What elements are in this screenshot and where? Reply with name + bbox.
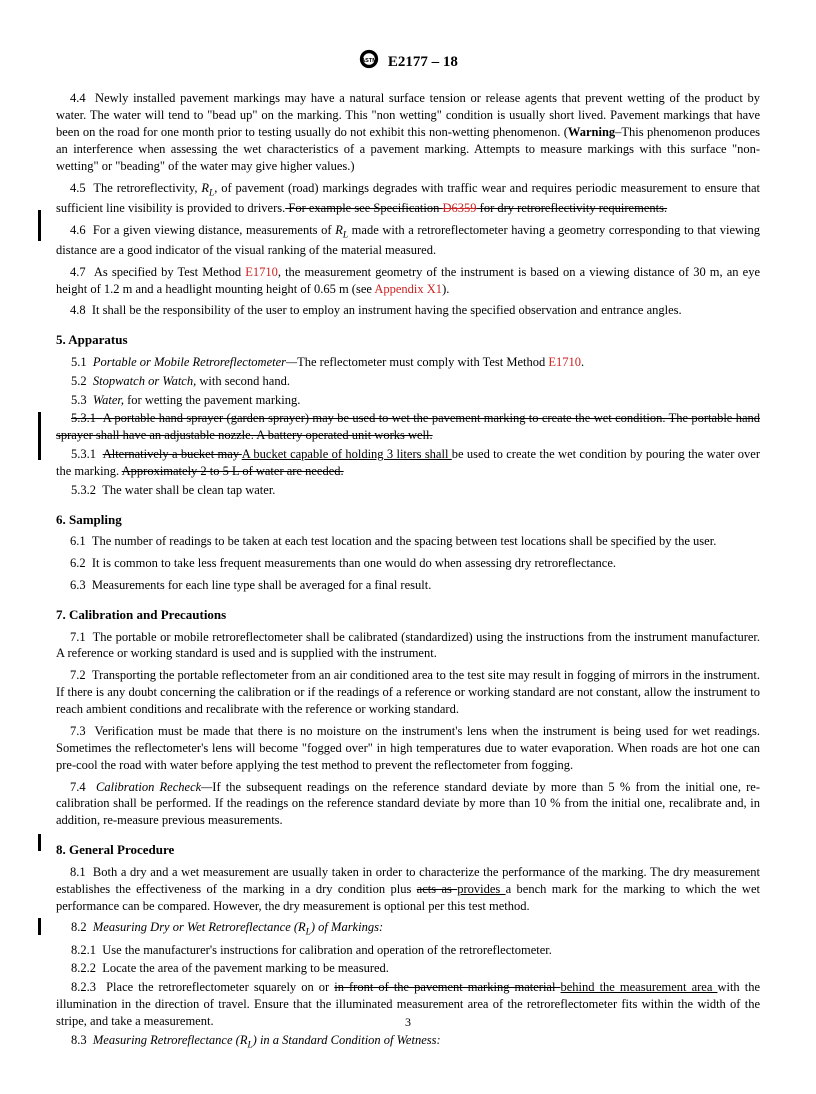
astm-logo-icon: ASTM xyxy=(358,48,380,76)
svg-text:ASTM: ASTM xyxy=(361,58,377,64)
para-4-5: 4.5 The retroreflectivity, RL, of paveme… xyxy=(56,180,760,217)
para-6-1: 6.1 The number of readings to be taken a… xyxy=(56,533,760,550)
section-7-head: 7. Calibration and Precautions xyxy=(56,606,760,624)
para-4-8: 4.8 It shall be the responsibility of th… xyxy=(56,302,760,319)
para-7-3: 7.3 Verification must be made that there… xyxy=(56,723,760,774)
para-8-2-1: 8.2.1 Use the manufacturer's instruction… xyxy=(56,942,760,959)
para-4-7: 4.7 As specified by Test Method E1710, t… xyxy=(56,264,760,298)
para-6-2: 6.2 It is common to take less frequent m… xyxy=(56,555,760,572)
para-5-3-1: 5.3.1 Alternatively a bucket may A bucke… xyxy=(56,446,760,480)
para-7-2: 7.2 Transporting the portable reflectome… xyxy=(56,667,760,718)
para-8-3: 8.3 Measuring Retroreflectance (RL) in a… xyxy=(56,1032,760,1052)
page-header: ASTM E2177 – 18 xyxy=(56,48,760,76)
para-5-3: 5.3 Water, for wetting the pavement mark… xyxy=(56,392,760,409)
link-e1710-2[interactable]: E1710 xyxy=(548,355,581,369)
para-7-1: 7.1 The portable or mobile retroreflecto… xyxy=(56,629,760,663)
para-8-2: 8.2 Measuring Dry or Wet Retroreflectanc… xyxy=(56,919,760,939)
para-7-4: 7.4 Calibration Recheck—If the subsequen… xyxy=(56,779,760,830)
section-8-head: 8. General Procedure xyxy=(56,841,760,859)
para-4-6: 4.6 For a given viewing distance, measur… xyxy=(56,222,760,259)
para-5-2: 5.2 Stopwatch or Watch, with second hand… xyxy=(56,373,760,390)
link-e1710[interactable]: E1710 xyxy=(245,265,278,279)
para-6-3: 6.3 Measurements for each line type shal… xyxy=(56,577,760,594)
para-8-2-2: 8.2.2 Locate the area of the pavement ma… xyxy=(56,960,760,977)
para-5-3-2: 5.3.2 The water shall be clean tap water… xyxy=(56,482,760,499)
para-8-1: 8.1 Both a dry and a wet measurement are… xyxy=(56,864,760,915)
standard-designation: E2177 – 18 xyxy=(388,52,458,72)
page-number: 3 xyxy=(0,1014,816,1030)
para-5-1: 5.1 Portable or Mobile Retroreflectomete… xyxy=(56,354,760,371)
link-appendix-x1[interactable]: Appendix X1 xyxy=(374,282,442,296)
section-6-head: 6. Sampling xyxy=(56,511,760,529)
para-4-4: 4.4 Newly installed pavement markings ma… xyxy=(56,90,760,174)
section-5-head: 5. Apparatus xyxy=(56,331,760,349)
para-5-3-1-deleted: 5.3.1 A portable hand sprayer (garden sp… xyxy=(56,410,760,444)
